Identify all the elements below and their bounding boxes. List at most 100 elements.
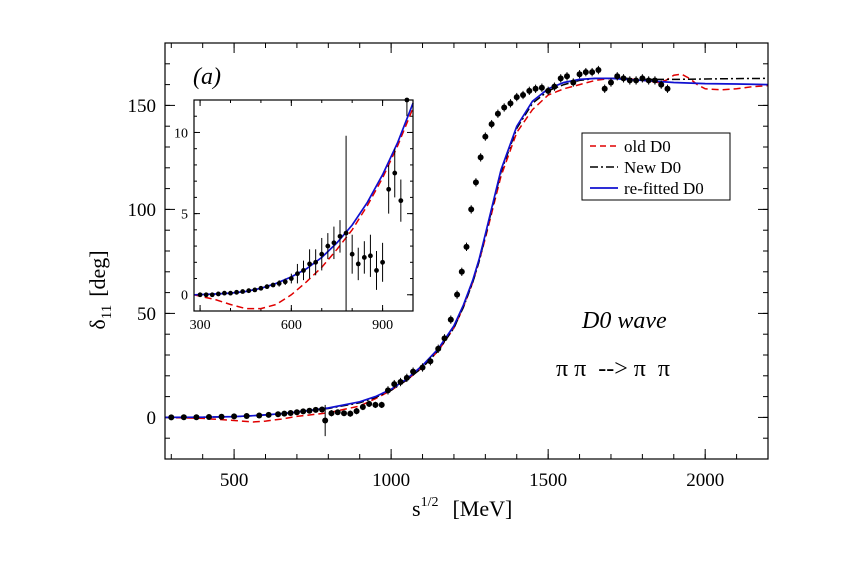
main-data-point [589,69,596,76]
main-data-point [341,410,348,417]
main-data-point [633,77,640,84]
main-data-point [281,410,288,417]
inset-y-tick-label: 5 [181,208,188,223]
inset-data-point [234,289,239,295]
main-data-point [651,77,658,84]
main-data-point [447,316,454,323]
main-data-point [312,406,319,413]
main-x-tick-label: 1000 [372,470,410,491]
main-data-point [463,243,470,250]
inset-x-tick-label: 600 [281,318,302,333]
main-plot-frame [164,42,769,460]
main-y-tick-label: 50 [137,304,156,325]
inset-data-point [337,233,343,239]
main-data-point [645,77,652,84]
y-axis-label: δ11[deg] [85,250,115,329]
inset-data-point [270,282,276,288]
inset-data-point [355,261,361,267]
main-data-point [614,73,621,80]
inset-data-point [398,198,404,204]
main-data-point [477,154,484,161]
main-data-point [507,100,514,107]
main-y-tick-label: 150 [128,96,157,117]
main-data-point [287,410,294,417]
main-data-point [306,407,313,414]
main-data-point [454,291,461,298]
legend-label-new-d0: New D0 [624,158,681,177]
main-data-point [607,79,614,86]
main-data-point [482,133,489,140]
inset-x-tick-label: 900 [372,318,393,333]
inset-data-point [282,279,288,285]
main-data-point [397,379,404,386]
inset-data-point [319,251,325,257]
main-data-point [410,368,417,375]
inset-data-point [228,290,233,296]
inset-data-point [386,186,392,192]
main-data-point [168,414,175,421]
main-data-point [300,408,307,415]
main-data-point [526,87,533,94]
main-data-point [265,411,272,418]
main-data-point [293,409,300,416]
main-data-point [488,121,495,128]
inset-data-point [380,259,385,265]
inset-data-point [349,251,355,257]
inset-data-point [343,230,349,236]
main-data-point [532,85,539,92]
main-data-point [319,406,326,413]
main-y-tick-label: 0 [147,408,157,429]
main-data-point [582,69,589,76]
main-data-point [468,206,475,213]
reaction-annotation: π π --> π π [556,356,670,382]
inset-data-point [222,290,227,296]
inset-data-point [288,276,294,281]
main-x-tick-label: 500 [220,470,249,491]
main-y-tick-label: 100 [128,200,157,221]
main-data-point [218,413,225,420]
main-data-point [472,179,479,186]
inset-data-point [197,292,203,298]
inset-curve-old-d0 [193,107,414,310]
main-data-point [359,404,366,410]
main-curve-old-d0 [164,73,769,423]
main-data-point [391,381,398,388]
inset-data-point [264,284,270,290]
inset-data-point [252,287,258,293]
main-data-point [501,104,508,111]
main-data-point [347,410,354,417]
main-data-point [403,374,410,381]
inset-data-point [246,288,252,294]
inset-data-point [374,268,379,273]
main-data-points [168,65,671,437]
inset-plot-frame [193,99,414,312]
inset-data-point [331,240,337,246]
legend: old D0 New D0 re-fitted D0 [581,132,731,201]
main-data-point [513,94,520,101]
main-data-point [328,410,335,417]
legend-label-refitted-d0: re-fitted D0 [624,179,704,198]
main-data-point [231,413,238,420]
main-data-point [494,110,501,117]
inset-data-point [295,271,300,277]
main-data-point [564,73,570,80]
main-data-point [384,387,391,394]
main-data-point [419,364,426,371]
main-data-point [570,79,577,86]
main-data-point [256,412,263,419]
main-data-point [458,268,465,275]
main-data-point [275,411,282,418]
panel-label: (a) [193,64,221,90]
main-data-point [520,92,527,98]
main-data-point [551,83,558,90]
main-data-point [205,413,212,420]
main-data-point [557,75,564,82]
main-data-point [626,77,633,84]
main-data-point [595,67,602,74]
main-data-point [576,71,583,78]
inset-data-point [392,170,398,176]
inset-data-point [258,285,264,291]
